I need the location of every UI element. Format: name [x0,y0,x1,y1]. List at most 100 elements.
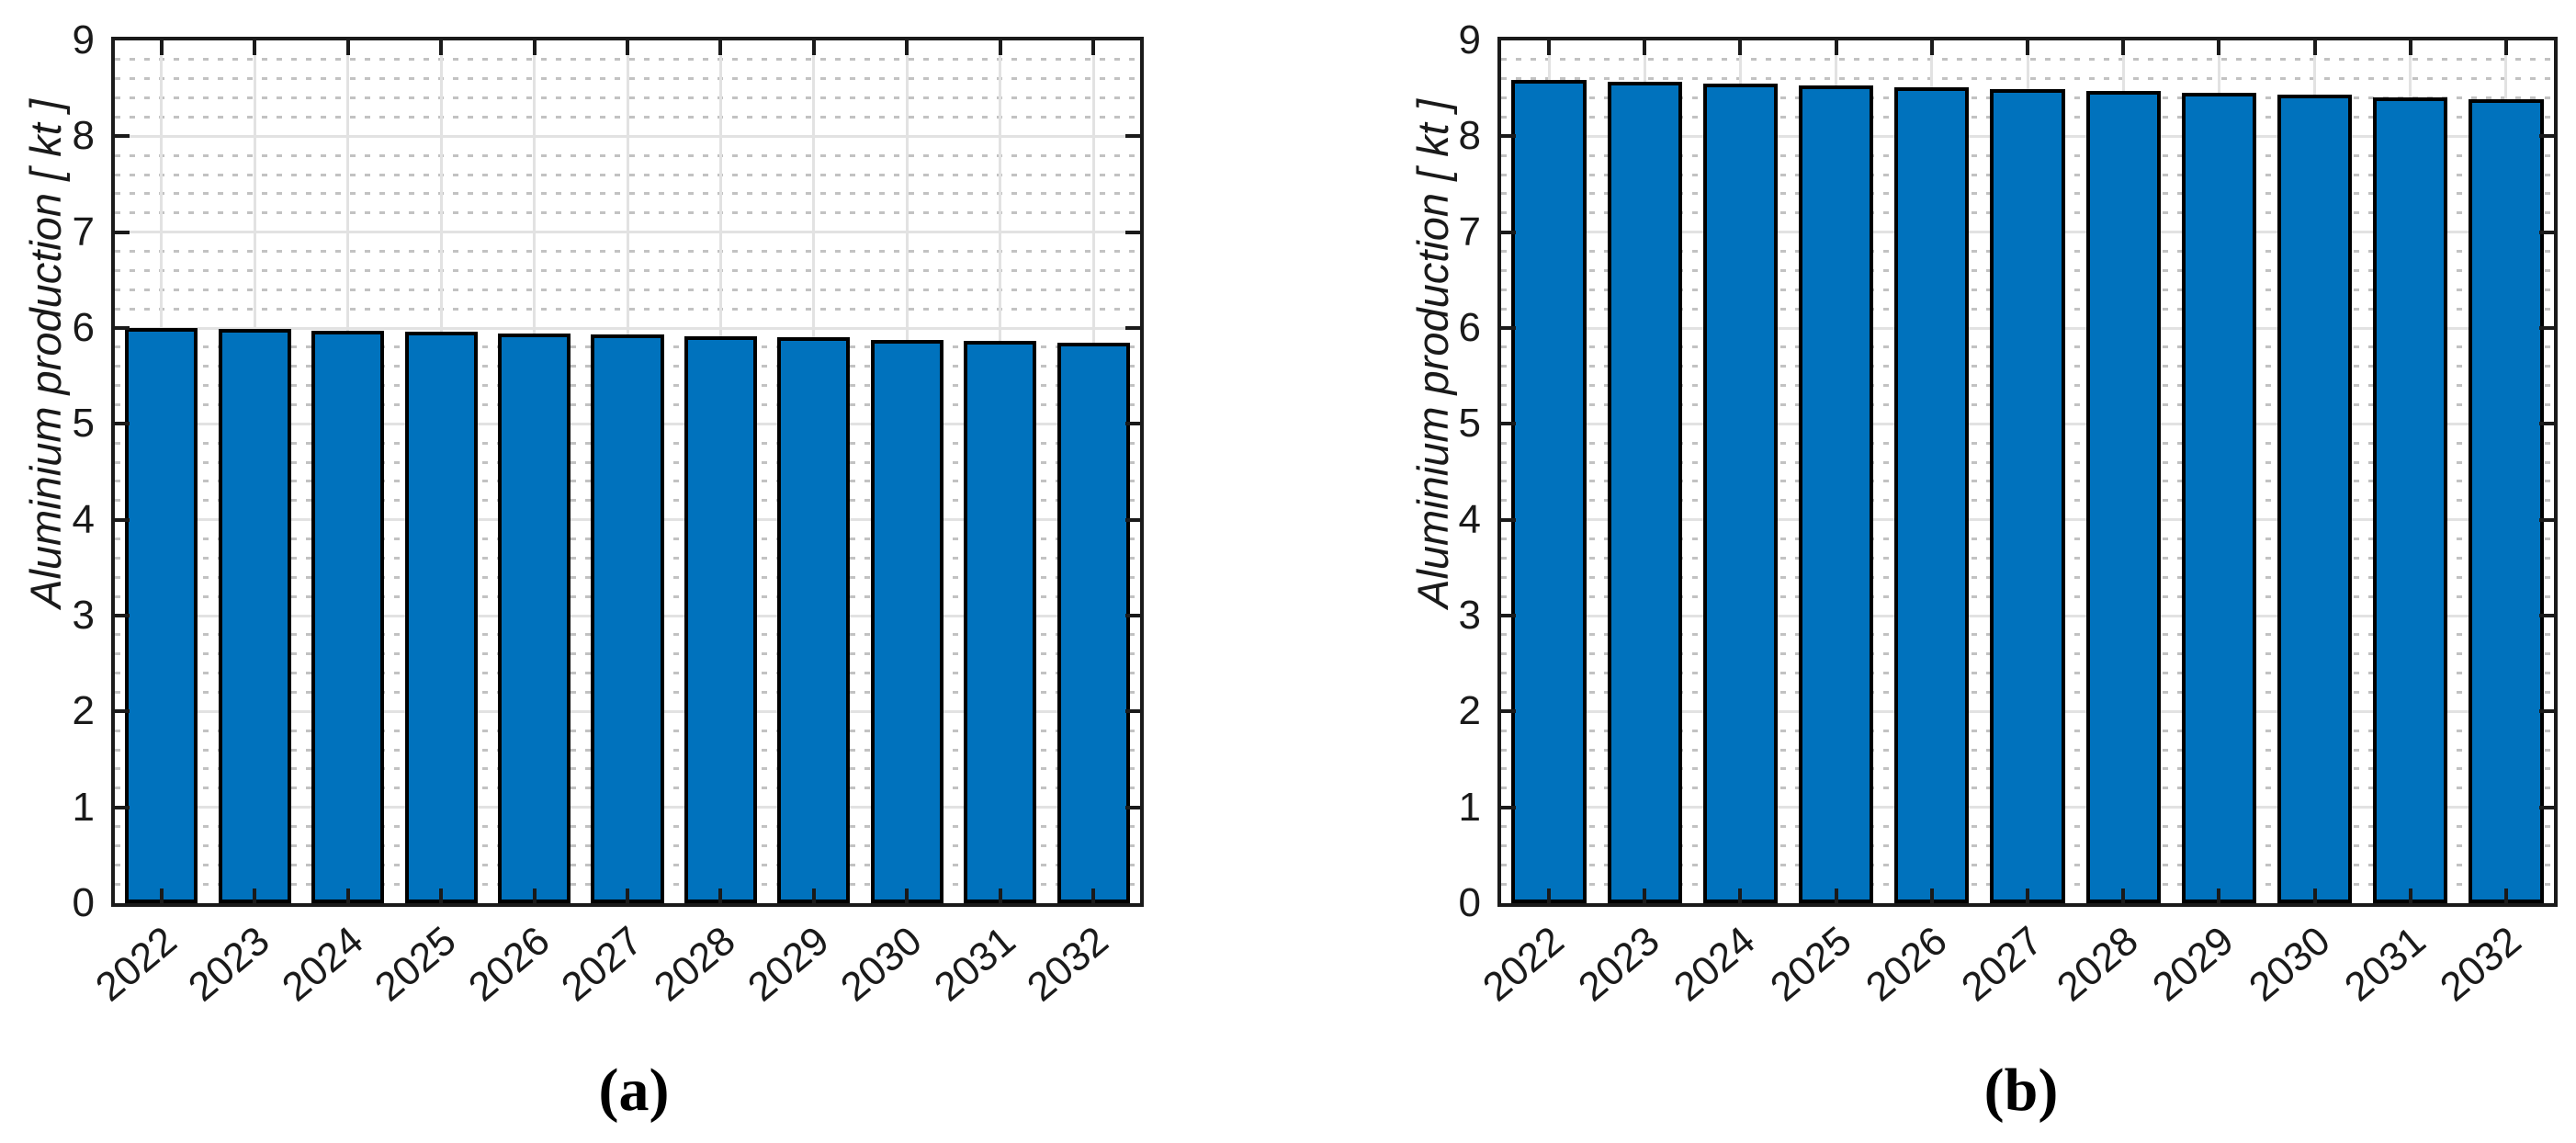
y-tick-left [1501,326,1516,330]
x-tick-bottom [2408,888,2412,903]
y-tick-left [115,422,130,426]
y-tick-label: 1 [1458,784,1481,830]
y-tick-label: 2 [1458,688,1481,734]
y-tick-right [2539,134,2554,139]
y-tick-left [1501,517,1516,522]
bar [1607,81,1682,903]
x-tick-bottom [439,888,444,903]
x-tick-top [345,40,350,55]
bar [404,332,478,903]
x-tick-top [1738,40,1743,55]
bar [497,334,571,903]
y-tick-right [1125,805,1140,809]
bar [2373,96,2448,903]
x-tick-bottom [626,888,629,903]
x-tick-top [2312,40,2317,55]
bar [1894,87,1970,903]
x-tick-top [1643,40,1647,55]
bar [870,339,943,903]
x-tick-top [998,40,1002,55]
x-tick-top [532,40,537,55]
x-tick-top [2408,40,2412,55]
y-tick-label: 6 [72,305,95,350]
x-tick-bottom [811,888,816,903]
x-tick-top [2026,40,2029,55]
x-tick-bottom [532,888,537,903]
bar [1056,342,1130,903]
y-tick-label: 0 [72,880,95,925]
x-tick-bottom [2217,888,2221,903]
plot-area-a [111,37,1144,907]
bar [2181,93,2256,903]
y-tick-label: 0 [1458,880,1481,925]
bar [218,329,291,903]
y-tick-right [2539,614,2554,617]
x-tick-bottom [2503,888,2508,903]
x-tick-bottom [905,888,910,903]
bar [1702,83,1779,903]
bar [1799,85,1874,903]
y-tick-left [1501,230,1516,234]
y-tick-label: 8 [1458,113,1481,159]
x-tick-bottom [2312,888,2317,903]
y-tick-label: 5 [1458,401,1481,447]
y-tick-right [1125,422,1140,426]
caption-b: (b) [1983,1057,2059,1124]
y-tick-left [115,517,130,522]
y-tick-label: 7 [1458,209,1481,255]
bar [964,340,1037,903]
y-tick-left [1501,805,1516,809]
y-tick-right [2539,709,2554,714]
y-tick-right [2539,230,2554,234]
y-tick-label: 3 [1458,593,1481,638]
y-tick-label: 3 [72,593,95,638]
bar [591,334,664,903]
y-tick-label: 7 [72,209,95,255]
x-tick-bottom [1834,888,1838,903]
y-tick-left [115,805,130,809]
y-tick-label: 1 [72,784,95,830]
x-tick-top [905,40,910,55]
y-tick-left [115,134,130,139]
bar [311,331,385,903]
y-tick-label: 4 [1458,496,1481,542]
y-tick-right [2539,517,2554,522]
bar [684,336,757,903]
y-tick-left [115,709,130,714]
x-tick-bottom [1738,888,1743,903]
x-tick-top [1547,40,1552,55]
x-tick-bottom [718,888,723,903]
bar [2277,95,2353,903]
x-tick-bottom [159,888,164,903]
bar [777,337,851,903]
y-tick-right [2539,422,2554,426]
bar [1511,79,1587,903]
y-tick-left [1501,134,1516,139]
x-tick-top [1834,40,1838,55]
y-tick-left [1501,709,1516,714]
y-tick-label: 5 [72,401,95,447]
x-tick-top [1929,40,1934,55]
y-tick-left [1501,614,1516,617]
y-tick-right [1125,134,1140,139]
bar [125,328,198,903]
x-tick-top [439,40,444,55]
x-tick-bottom [1547,888,1552,903]
x-tick-bottom [1091,888,1096,903]
bar [1990,89,2065,903]
y-tick-label: 9 [1458,17,1481,62]
x-tick-bottom [1643,888,1647,903]
bar [2469,98,2544,903]
plot-area-b [1497,37,2558,907]
y-tick-right [2539,805,2554,809]
y-tick-left [115,326,130,330]
caption-a: (a) [598,1057,670,1124]
y-tick-label: 2 [72,688,95,734]
y-tick-right [1125,709,1140,714]
x-tick-top [253,40,257,55]
y-tick-label: 8 [72,113,95,159]
y-tick-label: 4 [72,496,95,542]
x-tick-top [811,40,816,55]
y-tick-left [115,230,130,234]
